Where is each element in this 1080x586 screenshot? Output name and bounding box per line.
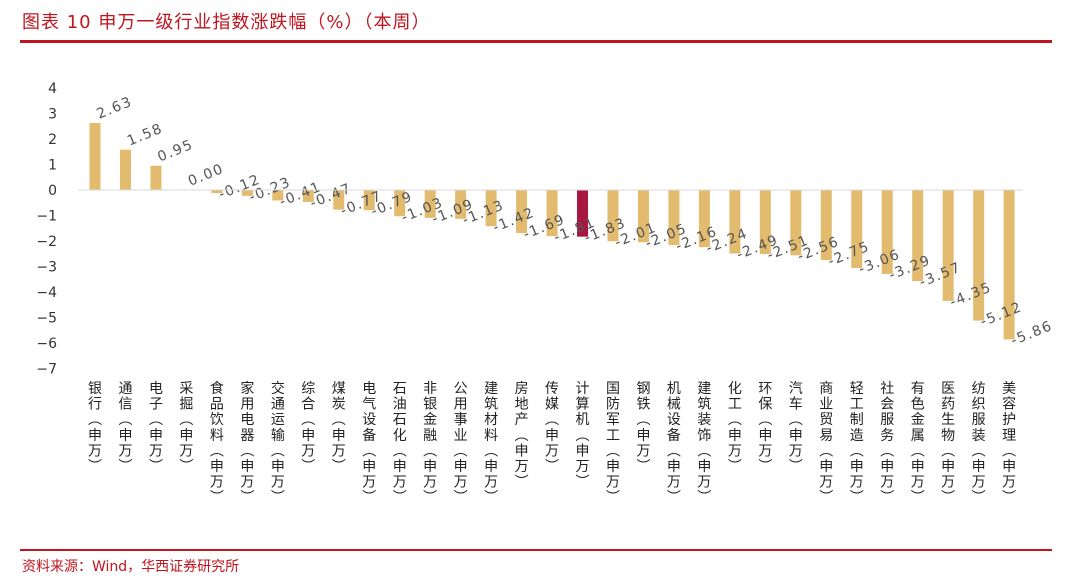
bar xyxy=(241,190,253,196)
bar xyxy=(150,165,162,190)
category-label: 国防军工︵申万︶ xyxy=(606,381,620,506)
bar xyxy=(333,190,345,210)
category-label: 非银金融︵申万︶ xyxy=(423,381,437,506)
category-label: 美容护理︵申万︶ xyxy=(1002,381,1016,506)
bar xyxy=(637,190,649,243)
data-label: 2.63 xyxy=(95,94,135,123)
bar xyxy=(577,190,589,237)
bar xyxy=(912,190,924,282)
y-tick-label: −1 xyxy=(36,209,57,225)
bar xyxy=(211,190,223,194)
y-axis: 4 3 2 1 0 −1 −2 −3 −4 −5 −6 −7 xyxy=(36,81,57,378)
bar xyxy=(302,190,314,202)
category-label: 汽车︵申万︶ xyxy=(789,381,803,475)
y-tick-label: −7 xyxy=(36,362,57,378)
bars-group xyxy=(89,122,1015,340)
category-label: 煤炭︵申万︶ xyxy=(332,381,346,475)
y-tick-label: 3 xyxy=(48,107,57,123)
bar xyxy=(455,190,467,219)
category-label: 钢铁︵申万︶ xyxy=(636,381,650,475)
bar xyxy=(1003,190,1015,340)
category-label: 医药生物︵申万︶ xyxy=(941,381,955,506)
category-label: 电气设备︵申万︶ xyxy=(362,381,376,506)
category-label: 建筑材料︵申万︶ xyxy=(484,381,498,506)
footer-divider xyxy=(20,549,1052,551)
bar xyxy=(119,149,131,190)
chart-title: 图表 10 申万一级行业指数涨跌幅（%）（本周） xyxy=(22,12,431,33)
bar xyxy=(485,190,497,227)
bar xyxy=(424,190,436,218)
bar xyxy=(394,190,406,217)
bar xyxy=(363,190,375,211)
category-label: 计算机︵申万︶ xyxy=(576,381,590,491)
data-label: -4.35 xyxy=(948,279,995,310)
category-label: 公用事业︵申万︶ xyxy=(454,381,468,506)
bar xyxy=(851,190,863,269)
category-label: 环保︵申万︶ xyxy=(758,381,772,475)
y-tick-label: −5 xyxy=(36,311,57,327)
data-label: -5.12 xyxy=(978,299,1025,330)
category-label: 通信︵申万︶ xyxy=(118,381,132,475)
bar xyxy=(942,190,954,301)
category-label: 食品饮料︵申万︶ xyxy=(210,380,224,506)
y-tick-label: 0 xyxy=(48,183,57,199)
y-tick-label: 2 xyxy=(48,132,57,148)
data-label: -5.86 xyxy=(1009,318,1056,349)
bar xyxy=(668,190,680,246)
bar xyxy=(89,122,101,190)
category-label: 传媒︵申万︶ xyxy=(545,381,559,475)
category-label: 社会服务︵申万︶ xyxy=(880,381,894,506)
y-tick-label: 4 xyxy=(48,81,57,97)
category-label: 化工︵申万︶ xyxy=(728,381,742,475)
bar xyxy=(820,190,832,261)
y-tick-label: −4 xyxy=(36,285,57,301)
data-label: 1.58 xyxy=(125,121,165,150)
category-label: 商业贸易︵申万︶ xyxy=(819,381,833,506)
category-label: 机械设备︵申万︶ xyxy=(667,381,681,506)
category-label: 电子︵申万︶ xyxy=(149,381,163,475)
category-label: 石油石化︵申万︶ xyxy=(393,381,407,506)
category-label: 有色金属︵申万︶ xyxy=(911,381,925,506)
bar xyxy=(881,190,893,274)
title-divider xyxy=(20,40,1052,43)
category-label: 银行︵申万︶ xyxy=(88,381,102,475)
bar xyxy=(759,190,771,255)
y-tick-label: −3 xyxy=(36,260,57,276)
y-tick-label: −2 xyxy=(36,234,57,250)
bar xyxy=(546,190,558,237)
x-axis: 银行︵申万︶ 通信︵申万︶ 电子︵申万︶ 采掘︵申万︶ 食品饮料︵申万︶ 家用电器︵申万︶… xyxy=(78,189,1022,506)
category-label: 房地产︵申万︶ xyxy=(515,381,529,491)
y-tick-label: 1 xyxy=(48,158,57,174)
data-label: 0.95 xyxy=(155,137,195,166)
data-labels-group: 2.631.580.950.00-0.12-0.23-0.41-0.47-0.7… xyxy=(95,94,1056,349)
category-label: 轻工制造︵申万︶ xyxy=(850,381,864,506)
category-label: 家用电器︵申万︶ xyxy=(240,380,254,506)
category-label: 采掘︵申万︶ xyxy=(179,381,193,475)
bar xyxy=(607,190,619,242)
bar xyxy=(272,190,284,201)
category-label: 纺织服装︵申万︶ xyxy=(972,381,986,506)
source-note: 资料来源：Wind，华西证券研究所 xyxy=(22,559,240,575)
bar xyxy=(729,190,741,254)
bar xyxy=(516,190,528,234)
category-label: 交通运输︵申万︶ xyxy=(271,380,285,506)
bar xyxy=(698,190,710,248)
bar xyxy=(790,190,802,256)
bar xyxy=(973,190,985,321)
category-label: 综合︵申万︶ xyxy=(301,381,315,475)
y-tick-label: −6 xyxy=(36,336,57,352)
category-label: 建筑装饰︵申万︶ xyxy=(697,381,711,506)
